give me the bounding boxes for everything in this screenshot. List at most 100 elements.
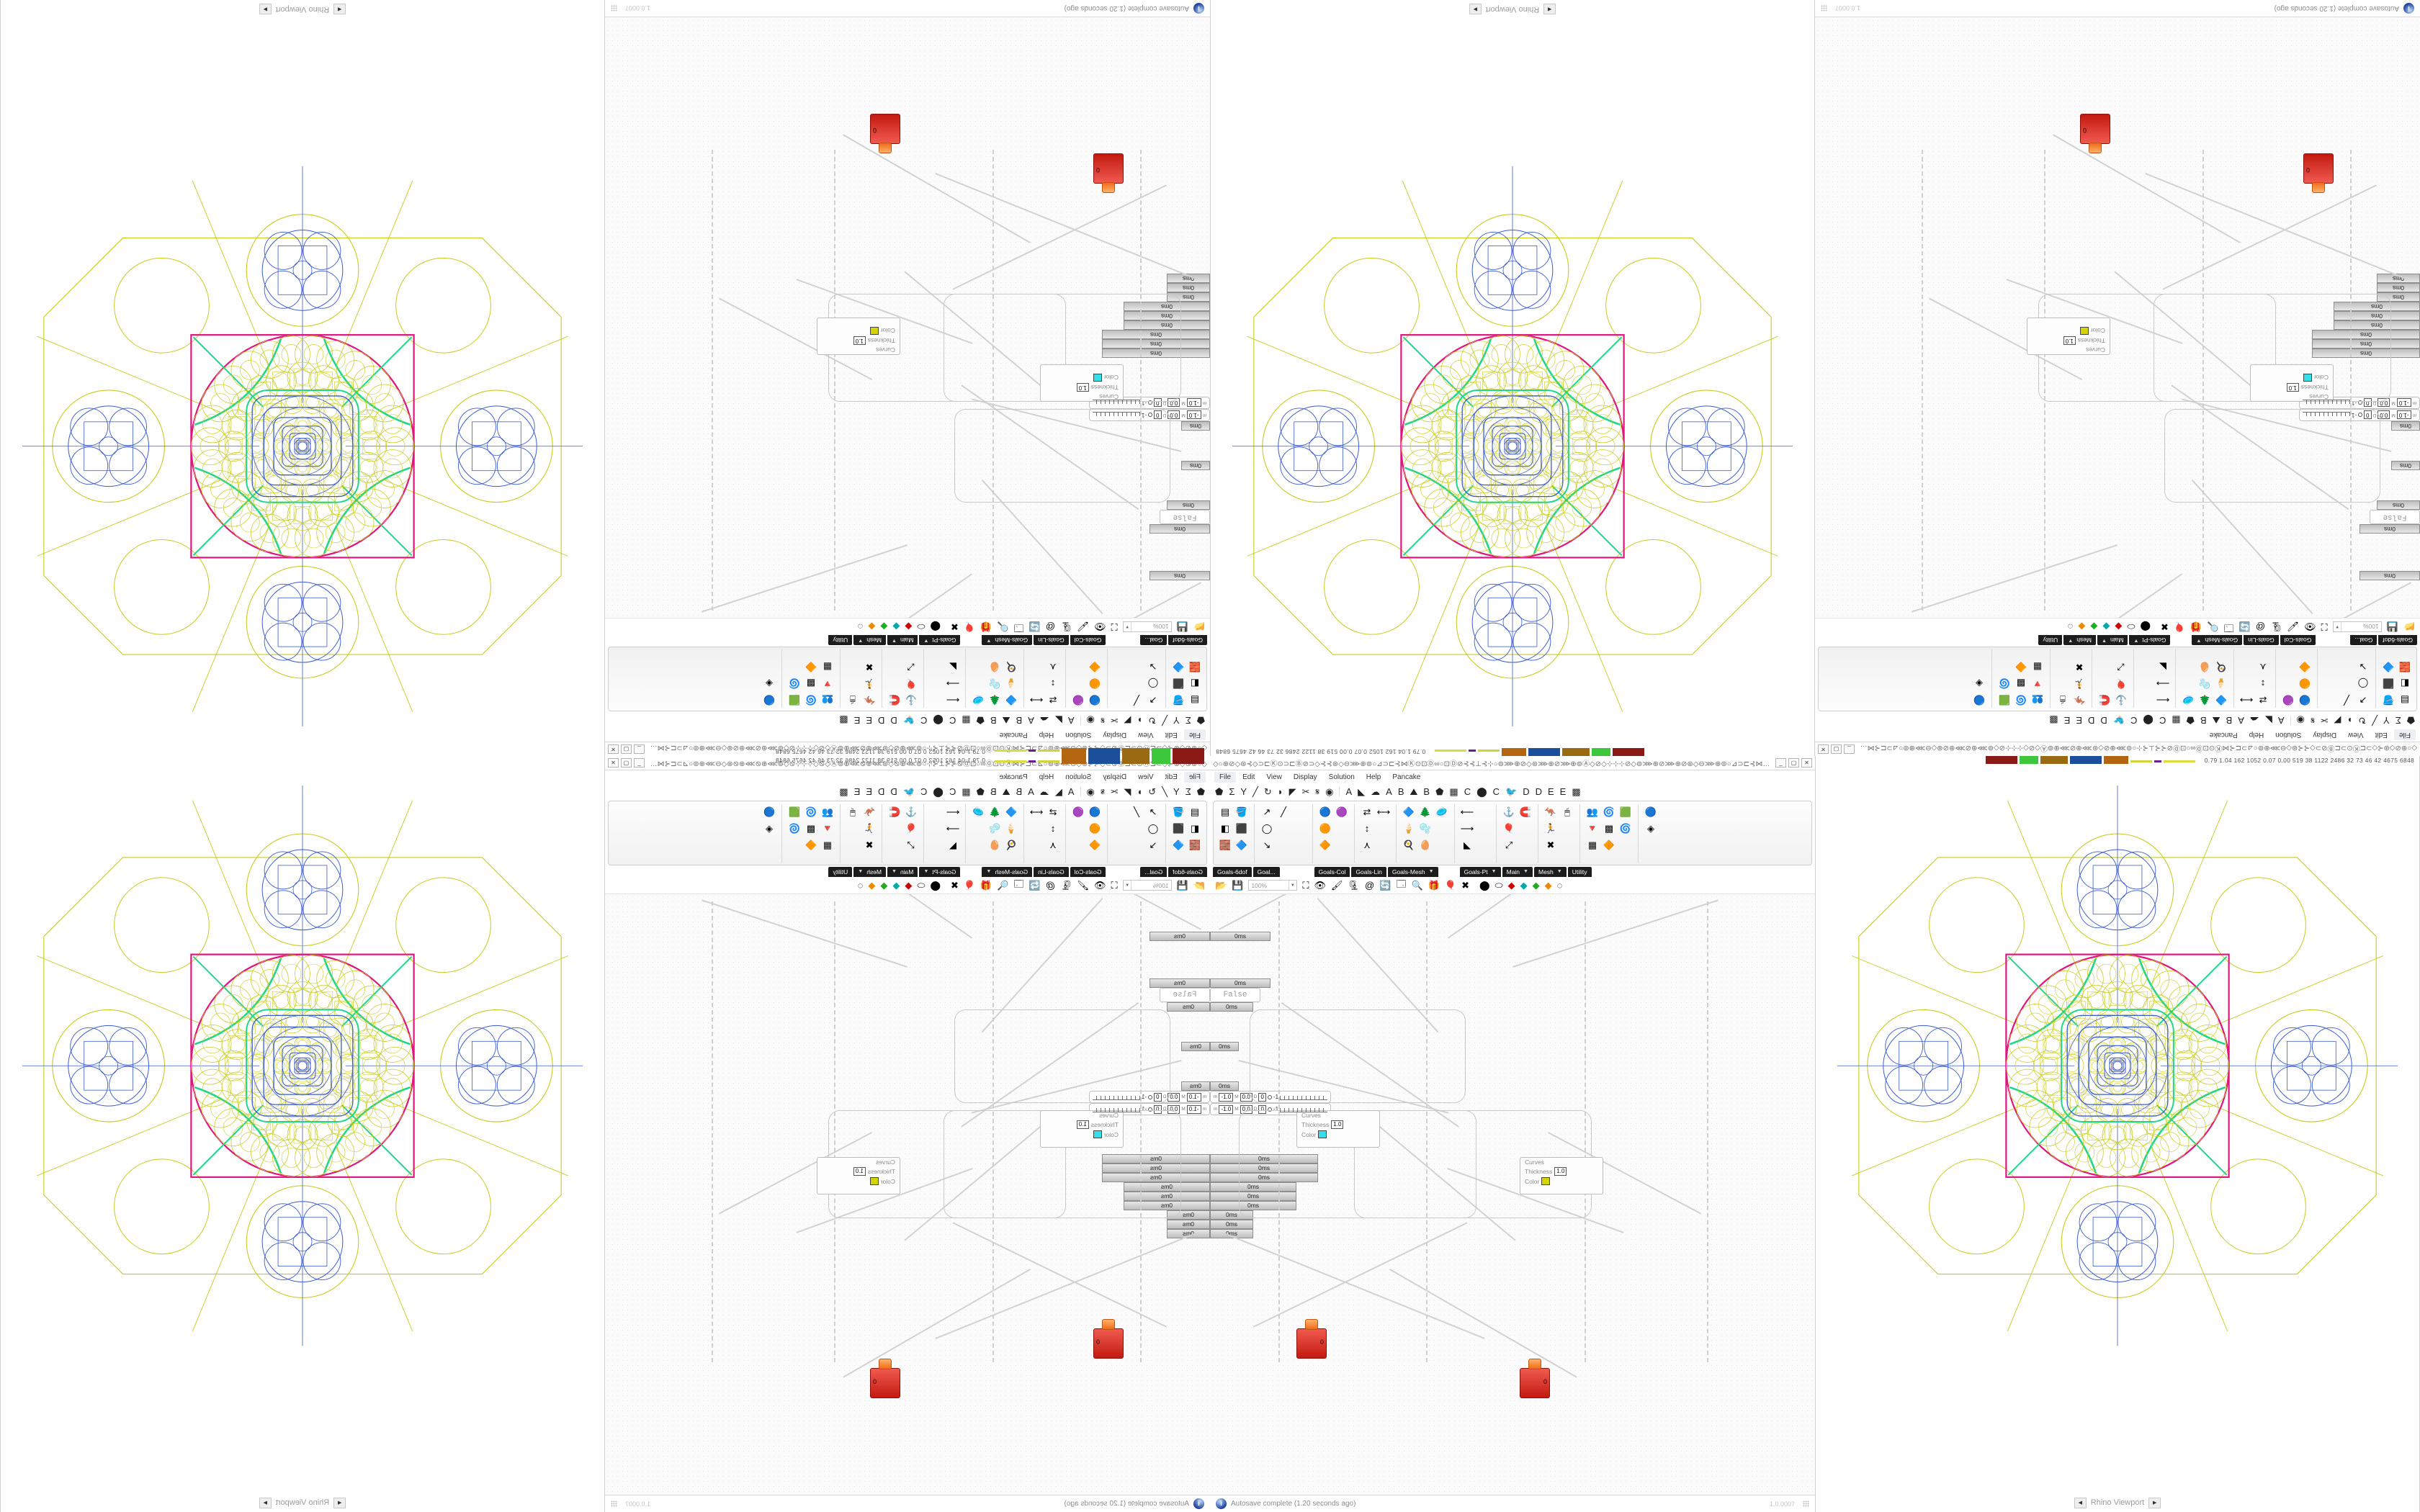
ribbon-tile-icon[interactable] <box>745 676 761 692</box>
menu-help[interactable]: Help <box>1366 773 1381 781</box>
chevron-down-icon[interactable]: ▼ <box>2068 638 2074 643</box>
ribbon-tile-icon[interactable]: 🌲 <box>2198 695 2211 706</box>
zoom-input[interactable]: 100% ▼ <box>2332 621 2382 632</box>
green-gem-icon[interactable]: ◆ <box>880 879 888 891</box>
slider-min-field[interactable]: -1.0 <box>1186 1092 1201 1102</box>
ribbon-tile-icon[interactable] <box>2097 676 2112 692</box>
tab-letter-e1[interactable]: E <box>866 715 872 726</box>
ribbon-group-3[interactable]: ⇄ ↕ ⋏ ⟷ <box>1026 803 1063 865</box>
window-controls[interactable]: _ ▢ ✕ <box>1818 744 1855 754</box>
ribbon-tile-icon[interactable]: ⬛ <box>2382 678 2395 690</box>
menu-file[interactable]: File <box>2393 729 2416 741</box>
sphere-dark-icon[interactable]: ⬤ <box>930 879 941 891</box>
zoom-input[interactable]: 100% ▼ <box>1122 880 1172 891</box>
chevron-down-icon[interactable]: ▼ <box>2334 622 2341 631</box>
ribbon-tile-icon[interactable]: ⚓ <box>1502 806 1515 817</box>
ribbon-tile-icon[interactable] <box>745 804 761 819</box>
ribbon-tile-icon[interactable]: ⟷ <box>1029 806 1044 817</box>
menu-pancake[interactable]: Pancake <box>2209 731 2238 739</box>
ribbon-tile-icon[interactable]: ⟵ <box>1460 806 1474 817</box>
ribbon-tile-icon[interactable]: ▩ <box>2016 678 2026 690</box>
ribbon-tile-icon[interactable] <box>928 693 944 708</box>
component-ribbon[interactable]: ▤ ◧ 🧱 🪣 ⬛ 🔷 ↗ ◯ ↘ ╱ 🔵 🟠 🔶 🟣 ⇄ ↕ ⋏ ⟷ 🔷 🍦 🍳 🌲 🫧 🥚 🥏 ⟵ ⟶ ◣ ⚓ 🎈 ⤢ 🧲 🦘 🏃 ✖ 🖱 👥 🔻 ▦ 🌀… <box>1213 801 1812 865</box>
ribbon-tile-icon[interactable]: ⬛ <box>1235 822 1248 834</box>
maximize-icon[interactable]: ▢ <box>621 744 632 754</box>
ribbon-tile-icon[interactable]: ⋏ <box>1049 839 1057 850</box>
ribbon-tile-icon[interactable]: 🧲 <box>1519 806 1532 817</box>
error-component[interactable]: 0 <box>870 114 900 153</box>
ribbon-tile-icon[interactable] <box>887 820 902 836</box>
ribbon-tile-icon[interactable]: 🔻 <box>2031 678 2044 690</box>
ribbon-tile-icon[interactable]: 🟠 <box>1319 822 1332 834</box>
search-magnifier-icon[interactable]: 🔍 <box>997 621 1009 633</box>
ribbon-tile-icon[interactable]: 🔷 <box>2215 695 2228 706</box>
ribbon-tile-icon[interactable]: 🖱 <box>850 806 856 817</box>
ribbon-tile-icon[interactable]: 🔶 <box>1603 839 1615 850</box>
open-folder-icon[interactable]: 📂 <box>2403 621 2415 633</box>
ribbon-tile-icon[interactable] <box>1376 820 1392 836</box>
leaf-green-icon[interactable]: ◣ <box>2264 715 2272 726</box>
component-ribbon[interactable]: ▤ ◧ 🧱 🪣 ⬛ 🔷 ↗ ◯ ↘ ╱ 🔵 🟠 🔶 🟣 ⇄ ↕ ⋏ ⟷ 🔷 🍦 🍳 🌲 🫧 🥚 🥏 ⟵ ⟶ ◣ ⚓ 🎈 ⤢ 🧲 🦘 🏃 ✖ 🖱 👥 🔻 ▦ 🌀… <box>1818 647 2417 711</box>
teal-gem-icon[interactable]: ◆ <box>1520 879 1528 891</box>
open-folder-icon[interactable]: 📂 <box>1193 621 1205 633</box>
ribbon-tile-icon[interactable] <box>1518 820 1533 836</box>
ribbon-tile-icon[interactable]: ⟷ <box>1376 806 1391 817</box>
tab-letter-a2[interactable]: A <box>1386 786 1392 797</box>
ribbon-tile-icon[interactable]: ⚓ <box>905 695 918 706</box>
component-category-strip[interactable]: ⬟ Σ Y ╱ ↻ ◗ ◤ ✂ 𝄋 ◉ A ◣ ☁ A B ⛰ B ⬟ ▦ <box>1210 783 1815 799</box>
tab-letter-e1[interactable]: E <box>2076 715 2082 726</box>
ribbon-group-7[interactable]: 🦘 🏃 ✖ 🖱 <box>1541 803 1577 865</box>
ribbon-tile-icon[interactable]: ✖ <box>2075 662 2084 673</box>
ribbon-tile-icon[interactable]: 🍦 <box>1005 822 1018 834</box>
ribbon-tile-icon[interactable]: 🥚 <box>1419 839 1432 850</box>
menu-help[interactable]: Help <box>1039 731 1054 739</box>
menu-edit[interactable]: Edit <box>2375 731 2388 739</box>
ribbon-tile-icon[interactable]: 🟩 <box>1998 695 2011 706</box>
ribbon-tile-icon[interactable]: ⇄ <box>1049 806 1057 817</box>
chevron-down-icon[interactable]: ▼ <box>858 869 864 874</box>
transform-icon[interactable]: 𝄋 <box>1100 715 1105 726</box>
ribbon-tile-icon[interactable]: 🟠 <box>1088 822 1101 834</box>
ribbon-tile-icon[interactable]: 🫧 <box>1419 822 1432 834</box>
resize-grip[interactable] <box>1803 1500 1809 1507</box>
resize-grip[interactable] <box>611 1500 617 1507</box>
ribbon-tile-icon[interactable]: 🪣 <box>2382 695 2395 706</box>
close-icon[interactable]: ✕ <box>608 744 619 754</box>
ribbon-tile-icon[interactable] <box>1559 837 1575 852</box>
balloon-icon[interactable]: 🎈 <box>963 621 976 633</box>
ribbon-tab-utility[interactable]: Utility <box>2038 635 2063 645</box>
grasshopper-toolbar[interactable]: 📂 💾 100% ▼ ⛶ 👁 🖌 🗜 @ 🔄 🗔 🔍 🎁 🎈 ✖ ⬤ <box>1815 618 2420 635</box>
ribbon-tab-mesh[interactable]: Mesh ▼ <box>853 635 887 645</box>
thickness-value[interactable]: 1.0 <box>1331 1120 1344 1129</box>
curve-icon[interactable]: ↻ <box>1148 786 1157 797</box>
menu-display[interactable]: Display <box>2313 731 2337 739</box>
ribbon-tile-icon[interactable]: ◯ <box>1261 822 1273 834</box>
ribbon-tile-icon[interactable]: ⬛ <box>1172 822 1185 834</box>
scroll-right-icon[interactable]: ▶ <box>2148 1497 2161 1508</box>
minimize-icon[interactable]: _ <box>1775 758 1786 768</box>
ribbon-tile-icon[interactable]: ↘ <box>2359 662 2367 673</box>
ribbon-tile-icon[interactable] <box>928 676 944 692</box>
ribbon-group-5[interactable]: ⟵ ⟶ ◣ <box>1457 803 1494 865</box>
viewport-tab-label[interactable]: Rhino Viewport <box>275 1498 330 1507</box>
close-icon[interactable]: ✕ <box>1801 758 1812 768</box>
slider-track[interactable] <box>1093 1106 1140 1112</box>
ribbon-tile-icon[interactable]: ⋏ <box>2259 662 2267 673</box>
minimize-icon[interactable]: _ <box>1844 744 1855 754</box>
open-folder-icon[interactable]: 📂 <box>1215 879 1227 891</box>
ribbon-tile-icon[interactable] <box>745 820 761 836</box>
menu-view[interactable]: View <box>1138 731 1154 739</box>
ribbon-tile-icon[interactable]: 🔵 <box>763 806 776 817</box>
ribbon-tile-icon[interactable]: ◯ <box>1147 678 1159 690</box>
ribbon-tile-icon[interactable] <box>1028 660 1044 675</box>
orange-dot-icon[interactable]: ⬤ <box>933 715 944 726</box>
ribbon-group-9[interactable]: 🔵 ◈ <box>743 803 779 865</box>
bird-icon[interactable]: 🐦 <box>902 786 915 797</box>
ribbon-tile-icon[interactable] <box>1112 693 1128 708</box>
grasshopper-toolbar[interactable]: 📂 💾 100% ▼ ⛶ 👁 🖌 🗜 @ 🔄 🗔 🔍 🎁 🎈 ✖ ⬤ <box>605 618 1210 635</box>
ribbon-tile-icon[interactable]: 🔶 <box>2015 662 2027 673</box>
mountain-icon[interactable]: ⛰ <box>1410 786 1418 797</box>
ribbon-tab-goals-pt[interactable]: Goals-Pt ▼ <box>919 867 961 877</box>
display-icon[interactable]: ◉ <box>1086 715 1095 726</box>
minimize-icon[interactable]: _ <box>634 758 645 768</box>
